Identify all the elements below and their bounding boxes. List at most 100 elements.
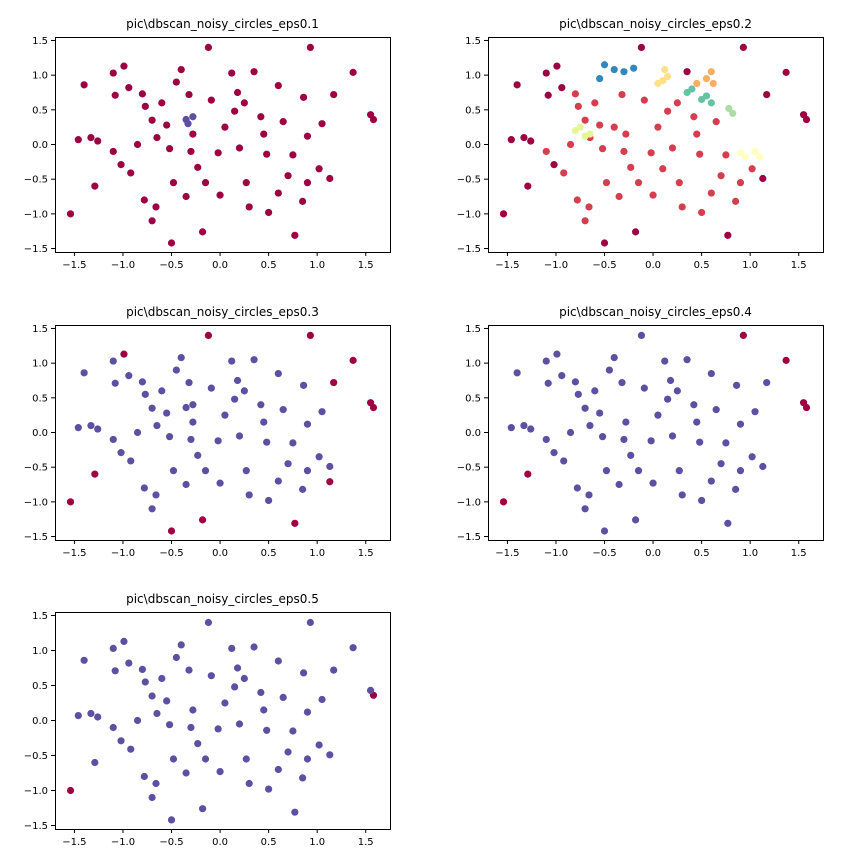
scatter-point xyxy=(763,90,771,99)
scatter-point xyxy=(231,683,239,691)
y-tick-label: 1.0 xyxy=(32,359,48,370)
y-tick-label: 0.0 xyxy=(32,716,48,727)
scatter-point xyxy=(148,793,156,802)
scatter-point xyxy=(265,496,273,505)
scatter-point xyxy=(233,376,242,385)
y-tick-label: −1.5 xyxy=(457,532,481,543)
scatter-point xyxy=(330,666,338,674)
scatter-point xyxy=(245,491,253,499)
scatter-point xyxy=(542,435,550,444)
scatter-point xyxy=(303,755,312,763)
scatter-point xyxy=(263,438,271,446)
y-tick-label: 1.0 xyxy=(465,71,481,82)
scatter-point xyxy=(709,79,717,88)
scatter-point xyxy=(117,161,125,169)
scatter-point xyxy=(172,78,180,86)
scatter-point xyxy=(94,425,102,433)
axes-frame xyxy=(55,37,391,253)
y-tick-label: −1.0 xyxy=(24,209,48,220)
scatter-point xyxy=(91,470,99,478)
scatter-point xyxy=(558,372,566,380)
scatter-point xyxy=(257,688,265,697)
scatter-point xyxy=(263,150,271,158)
scatter-point xyxy=(235,432,244,440)
scatter-point xyxy=(257,113,265,121)
scatter-point xyxy=(596,409,604,417)
scatter-point xyxy=(214,149,222,157)
subplot-5: −1.5 −1.0 −0.5 0.0 0.5 1.0 1.5 −1.5 −1.0 −0.5 0.0 0… xyxy=(24,592,391,848)
scatter-point xyxy=(279,406,287,414)
scatter-point xyxy=(585,203,593,211)
scatter-point xyxy=(591,99,599,107)
scatter-point xyxy=(250,68,258,76)
scatter-point xyxy=(739,331,747,340)
scatter-point xyxy=(741,153,749,161)
scatter-point xyxy=(524,470,532,478)
scatter-point xyxy=(702,75,711,83)
scatter-point xyxy=(185,666,193,674)
y-tick-label: −0.5 xyxy=(457,463,481,474)
scatter-point xyxy=(630,64,638,72)
scatter-point xyxy=(117,737,125,745)
scatter-point xyxy=(221,699,229,707)
scatter-point xyxy=(274,189,282,197)
scatter-point xyxy=(233,664,242,672)
scatter-point xyxy=(289,151,297,159)
scatter-point xyxy=(330,90,338,99)
x-tick-label: 0.5 xyxy=(694,260,710,271)
scatter-point xyxy=(240,674,248,683)
scatter-point xyxy=(581,217,589,225)
scatter-point xyxy=(513,81,521,89)
scatter-point xyxy=(637,43,646,52)
scatter-point xyxy=(574,102,582,110)
scatter-point xyxy=(216,768,224,776)
x-tick-label: 1.0 xyxy=(309,837,325,848)
scatter-point xyxy=(712,118,720,126)
scatter-point xyxy=(782,68,790,76)
scatter-point xyxy=(279,118,287,126)
scatter-point xyxy=(242,755,250,763)
y-tick-label: −1.5 xyxy=(24,821,48,832)
x-tick-label: 0.5 xyxy=(261,837,277,848)
x-tick-label: 0.5 xyxy=(261,260,277,271)
scatter-point xyxy=(152,779,160,788)
y-tick-label: 1.5 xyxy=(465,324,481,335)
scatter-point xyxy=(250,643,258,651)
scatter-point xyxy=(739,43,747,52)
scatter-point xyxy=(622,418,630,426)
x-tick-label: 1.0 xyxy=(742,260,758,271)
scatter-point xyxy=(265,208,273,217)
scatter-point xyxy=(664,107,672,115)
y-tick-label: 1.5 xyxy=(32,611,48,622)
y-tick-label: −0.5 xyxy=(24,175,48,186)
y-tick-label: −1.5 xyxy=(24,244,48,255)
scatter-point xyxy=(279,693,287,702)
scatter-point xyxy=(736,179,745,187)
scatter-point xyxy=(299,485,307,493)
scatter-point xyxy=(221,411,229,419)
scatter-point xyxy=(172,366,180,374)
scatter-point xyxy=(125,372,133,380)
scatter-point xyxy=(109,644,117,653)
axes-frame xyxy=(55,325,391,541)
scatter-point xyxy=(618,90,626,99)
subplot-title: pic\dbscan_noisy_circles_eps0.5 xyxy=(126,592,319,606)
scatter-point xyxy=(228,357,236,365)
scatter-point xyxy=(169,179,178,187)
scatter-point xyxy=(184,120,192,128)
scatter-point xyxy=(125,84,133,92)
scatter-point xyxy=(140,196,148,204)
scatter-point xyxy=(527,137,535,145)
scatter-point xyxy=(581,404,589,412)
scatter-point xyxy=(221,123,229,131)
scatter-point xyxy=(140,484,148,492)
scatter-point xyxy=(675,467,683,475)
scatter-point xyxy=(542,357,550,365)
scatter-point xyxy=(712,406,720,414)
scatter-point xyxy=(647,149,655,157)
scatter-point xyxy=(707,369,715,378)
scatter-point xyxy=(148,217,156,225)
scatter-point xyxy=(659,165,667,173)
scatter-point xyxy=(664,72,672,81)
subplot-1: −1.5 −1.0 −0.5 0.0 0.5 1.0 1.5 −1.5 −1.0 −0.5 0.0 0… xyxy=(24,17,391,271)
